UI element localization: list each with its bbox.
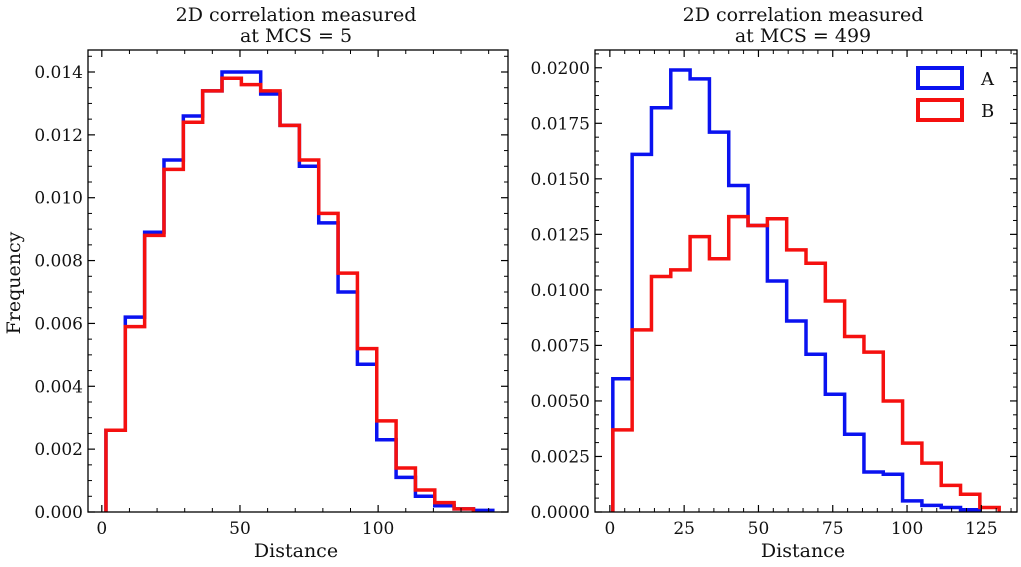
histogram-b-right xyxy=(611,214,1001,512)
x-tick-label-left: 0 xyxy=(96,519,107,539)
legend-swatch-a xyxy=(916,66,964,90)
legend: A B xyxy=(916,66,995,122)
axes-frame-right xyxy=(594,49,1018,513)
plot-area-left: 0 50 100 0.000 0.002 0.004 0.006 0.008 0.010 0.01… xyxy=(34,49,509,539)
plot-area-right: 0 25 50 75 100 125 0.0000 0.0025 0.0050 0.0075 0.0… xyxy=(531,49,1018,539)
y-tick-label-left: 0.002 xyxy=(34,440,83,460)
y-tick-label-left: 0.008 xyxy=(34,252,83,272)
x-tick-label-left: 50 xyxy=(229,519,251,539)
x-axis-label-left: Distance xyxy=(254,540,338,562)
x-tick-label-right: 0 xyxy=(604,519,615,539)
panel-left: 2D correlation measured at MCS = 5 0 50 10… xyxy=(3,4,509,562)
y-tick-label-right: 0.0200 xyxy=(531,59,590,79)
legend-label-a: A xyxy=(980,69,995,90)
chart-title-left-line1: 2D correlation measured xyxy=(176,4,417,26)
axes-frame-left xyxy=(87,49,509,513)
y-tick-label-right: 0.0125 xyxy=(531,225,590,245)
histogram-a-right xyxy=(611,68,982,512)
y-tick-label-right: 0.0075 xyxy=(531,336,590,356)
x-tick-label-right: 50 xyxy=(748,519,770,539)
x-tick-label-left: 100 xyxy=(362,519,394,539)
y-axis-label-left: Frequency xyxy=(3,231,25,334)
y-tick-label-right: 0.0100 xyxy=(531,281,590,301)
y-tick-label-left: 0.012 xyxy=(34,126,83,146)
panel-right: 2D correlation measured at MCS = 499 0 25… xyxy=(531,4,1018,562)
y-tick-label-left: 0.000 xyxy=(34,503,83,523)
x-axis-label-right: Distance xyxy=(761,540,845,562)
y-tick-label-right: 0.0050 xyxy=(531,392,590,412)
y-tick-label-right: 0.0175 xyxy=(531,114,590,134)
y-tick-label-left: 0.006 xyxy=(34,314,83,334)
x-tick-label-right: 25 xyxy=(673,519,695,539)
y-tick-label-left: 0.010 xyxy=(34,189,83,209)
legend-swatch-b xyxy=(916,98,964,122)
x-tick-label-right: 125 xyxy=(965,519,997,539)
histogram-b-left xyxy=(104,76,476,512)
y-tick-label-right: 0.0150 xyxy=(531,170,590,190)
x-tick-label-right: 100 xyxy=(891,519,923,539)
y-tick-label-left: 0.014 xyxy=(34,63,83,83)
chart-title-right-line1: 2D correlation measured xyxy=(683,4,924,26)
chart-title-left-line2: at MCS = 5 xyxy=(240,25,352,47)
y-tick-label-right: 0.0025 xyxy=(531,447,590,467)
legend-label-b: B xyxy=(981,101,994,122)
y-tick-label-left: 0.004 xyxy=(34,377,83,397)
chart-title-right-line2: at MCS = 499 xyxy=(735,25,871,47)
x-tick-label-right: 75 xyxy=(822,519,844,539)
y-tick-label-right: 0.0000 xyxy=(531,503,590,523)
